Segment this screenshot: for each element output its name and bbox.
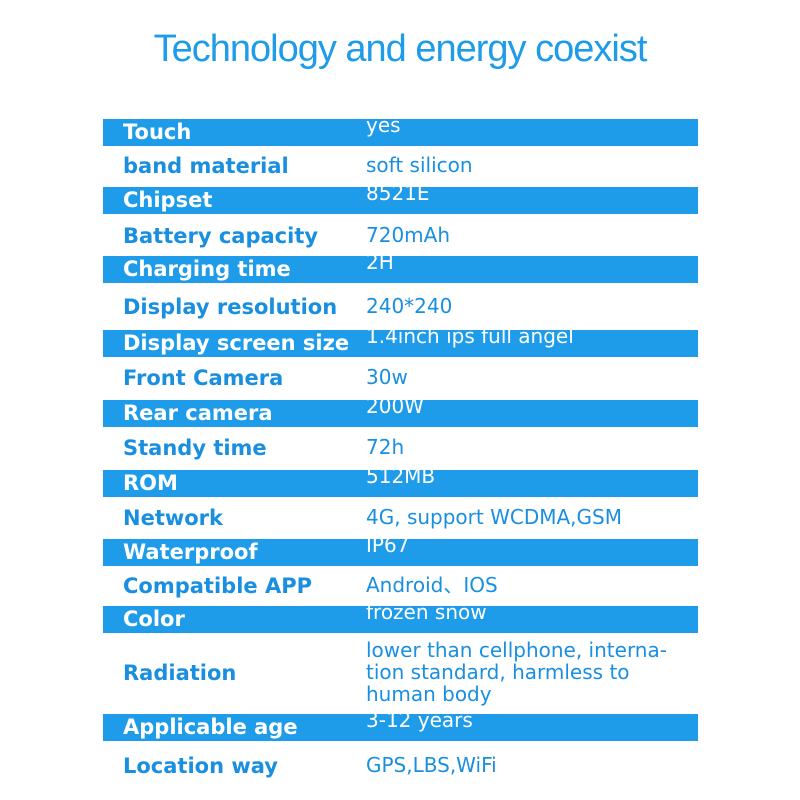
table-row: Rear camera 200W xyxy=(103,395,698,427)
row-label: ROM xyxy=(123,470,178,495)
row-value: 72h xyxy=(366,435,405,459)
row-value: 200W xyxy=(366,393,424,418)
row-value: GPS,LBS,WiFi xyxy=(366,753,497,777)
row-value: 30w xyxy=(366,365,408,389)
row-label: Network xyxy=(123,506,224,530)
table-row: Location way GPS,LBS,WiFi xyxy=(103,750,698,784)
table-row: Compatible APP Android、IOS xyxy=(103,570,698,604)
row-label: Standy time xyxy=(123,436,267,460)
row-value: 240*240 xyxy=(366,294,453,318)
table-row: Chipset 8521E xyxy=(103,182,698,214)
row-value: IP67 xyxy=(366,532,410,557)
row-label: Chipset xyxy=(123,187,213,212)
row-label: Location way xyxy=(123,754,278,778)
row-label: Battery capacity xyxy=(123,224,319,248)
row-label: Display screen size xyxy=(123,330,350,355)
row-value: 4G, support WCDMA,GSM xyxy=(366,505,622,529)
table-row: Waterproof IP67 xyxy=(103,534,698,566)
table-row: Touch yes xyxy=(103,114,698,146)
table-row: Applicable age 3-12 years xyxy=(103,709,698,741)
table-row: band material soft silicon xyxy=(103,150,698,184)
table-row: Charging time 2H xyxy=(103,251,698,283)
row-value: 512MB xyxy=(366,463,436,488)
row-label: band material xyxy=(123,154,289,178)
row-value: yes xyxy=(366,112,401,137)
row-value: 8521E xyxy=(366,180,430,205)
table-row: Front Camera 30w xyxy=(103,362,698,396)
row-value: 720mAh xyxy=(366,223,451,247)
table-row: Battery capacity 720mAh xyxy=(103,220,698,254)
table-row: Color frozen snow xyxy=(103,601,698,633)
row-label: Radiation xyxy=(123,661,237,685)
row-label: Charging time xyxy=(123,256,291,281)
row-value: 1.4inch ips full angel xyxy=(366,323,574,348)
table-row: Display screen size 1.4inch ips full ange… xyxy=(103,325,698,357)
table-row: Network 4G, support WCDMA,GSM xyxy=(103,502,698,536)
table-row: ROM 512MB xyxy=(103,465,698,497)
table-row: Display resolution 240*240 xyxy=(103,290,698,326)
table-row: Radiation lower than cellphone, interna-t… xyxy=(103,637,698,711)
row-value: 2H xyxy=(366,249,394,274)
row-value: human body xyxy=(366,682,492,706)
row-label: Front Camera xyxy=(123,366,284,390)
row-label: Applicable age xyxy=(123,714,298,739)
row-value: soft silicon xyxy=(366,153,473,177)
row-value: frozen snow xyxy=(366,599,487,624)
row-label: Touch xyxy=(123,119,192,144)
title: Technology and energy coexist xyxy=(153,28,648,70)
row-value: tion standard, harmless to xyxy=(366,660,630,684)
row-label: Color xyxy=(123,606,185,631)
row-value: lower than cellphone, interna- xyxy=(366,638,667,662)
row-value: 3-12 years xyxy=(366,707,473,732)
row-label: Rear camera xyxy=(123,400,273,425)
row-label: Compatible APP xyxy=(123,574,312,598)
row-label: Waterproof xyxy=(123,539,258,564)
row-label: Display resolution xyxy=(123,295,338,319)
row-value: Android、IOS xyxy=(366,573,498,597)
table-row: Standy time 72h xyxy=(103,432,698,466)
